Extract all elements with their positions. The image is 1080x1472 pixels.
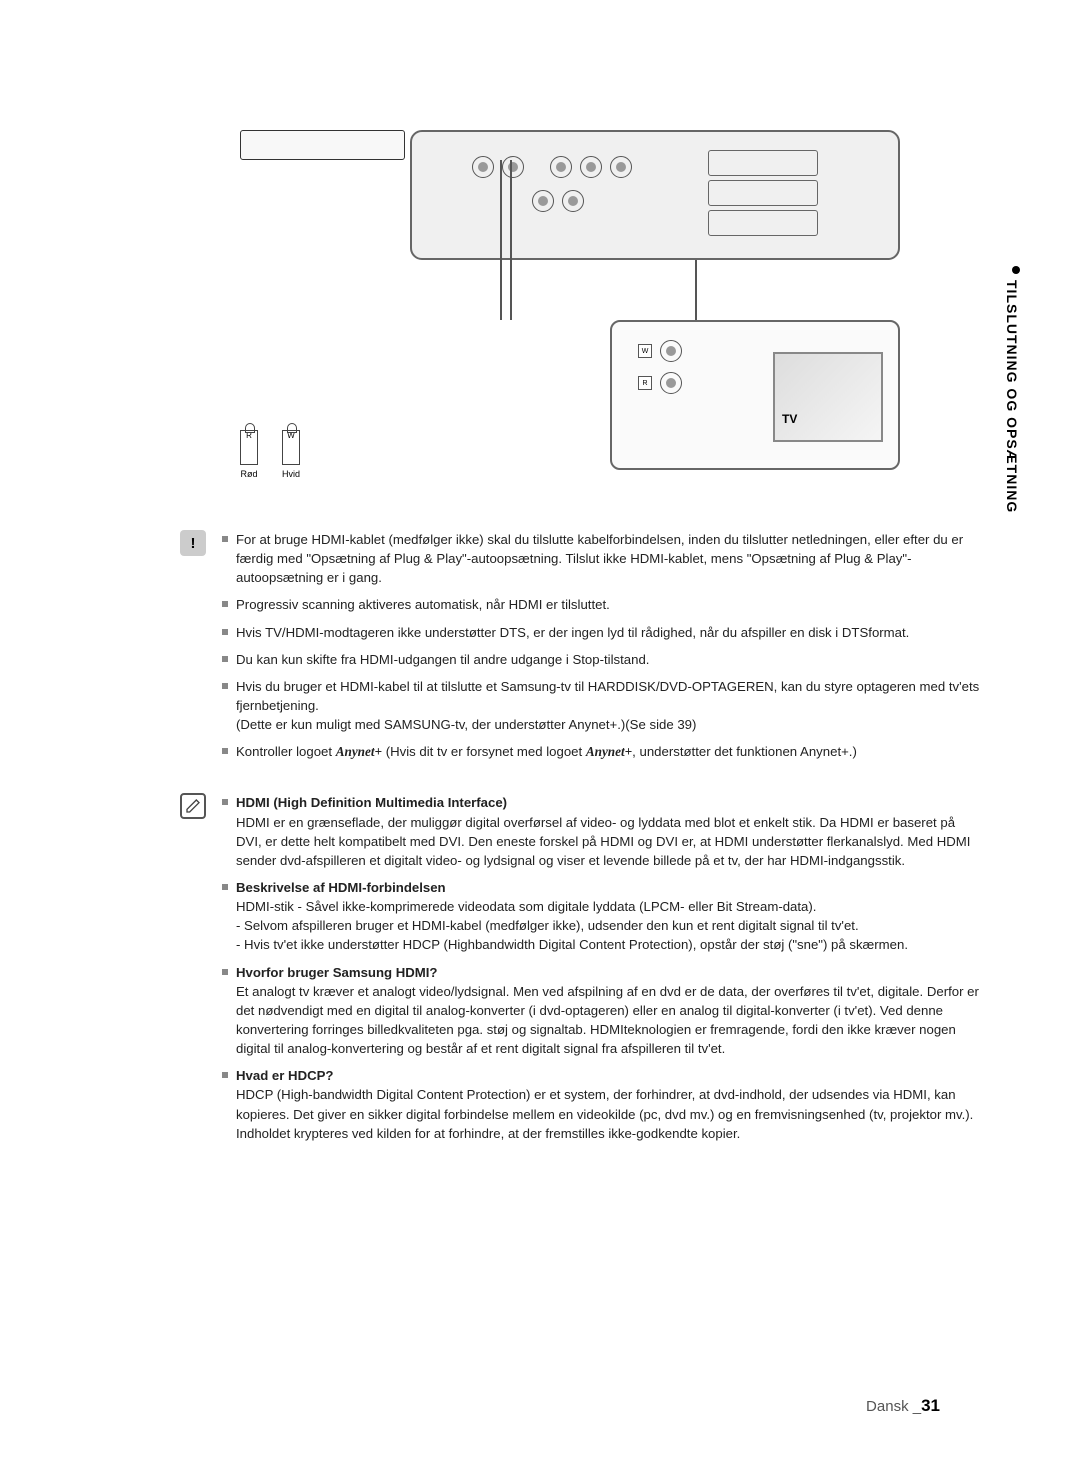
connector-w-label: Hvid [282, 469, 300, 479]
tv-ports-row [472, 156, 632, 178]
connector-block [708, 210, 818, 236]
warning-icon: ! [180, 530, 206, 556]
warning-item: Progressiv scanning aktiveres automatisk… [222, 595, 980, 614]
connector-r-label: Rød [240, 469, 258, 479]
port-label-r: R [638, 376, 652, 390]
dvd-device-box [240, 130, 405, 160]
note-item: Hvorfor bruger Samsung HDMI? Et analogt … [222, 963, 980, 1059]
page-footer: Dansk _31 [866, 1396, 940, 1416]
page-content: W R TV R Rød [0, 0, 1080, 1235]
connector-w-icon: W [282, 430, 300, 465]
connector-grid [708, 150, 868, 240]
warning-item: Du kan kun skifte fra HDMI-udgangen til … [222, 650, 980, 669]
connection-diagram: W R TV R Rød [180, 130, 980, 500]
note-item: Beskrivelse af HDMI-forbindelsen HDMI-st… [222, 878, 980, 955]
port-circle [660, 372, 682, 394]
port-circle [660, 340, 682, 362]
anynet-logo: Anynet+ [336, 744, 382, 759]
warning-item: Hvis TV/HDMI-modtageren ikke understøtte… [222, 623, 980, 642]
port-circle [502, 156, 524, 178]
port-circle [532, 190, 554, 212]
port-label-w: W [638, 344, 652, 358]
warning-item: For at bruge HDMI-kablet (medfølger ikke… [222, 530, 980, 587]
port-circle [562, 190, 584, 212]
note-icon [180, 793, 206, 819]
cable-legend: R Rød W Hvid [240, 430, 300, 479]
cable-line [695, 260, 697, 320]
tv-label: TV [782, 412, 797, 426]
note-item: Hvad er HDCP? HDCP (High-bandwidth Digit… [222, 1066, 980, 1143]
port-circle [550, 156, 572, 178]
side-marker-dot [1012, 266, 1020, 274]
warning-item: Hvis du bruger et HDMI-kabel til at tils… [222, 677, 980, 734]
connector-r-icon: R [240, 430, 258, 465]
cable-line [500, 160, 502, 320]
anynet-logo: Anynet+ [586, 744, 632, 759]
note-section: HDMI (High Definition Multimedia Interfa… [180, 793, 980, 1150]
cable-line [510, 160, 512, 320]
port-circle [610, 156, 632, 178]
tv-screen [773, 352, 883, 442]
port-circle [580, 156, 602, 178]
connector-block [708, 180, 818, 206]
side-tab: TILSLUTNING OG OPSÆTNING [1004, 280, 1020, 513]
note-item: HDMI (High Definition Multimedia Interfa… [222, 793, 980, 870]
tv-monitor: W R TV [610, 320, 900, 470]
warning-item-anynet: Kontroller logoet Anynet+ (Hvis dit tv e… [222, 742, 980, 761]
port-circle [472, 156, 494, 178]
warning-section: ! For at bruge HDMI-kablet (medfølger ik… [180, 530, 980, 769]
tv-back-panel [410, 130, 900, 260]
connector-block [708, 150, 818, 176]
